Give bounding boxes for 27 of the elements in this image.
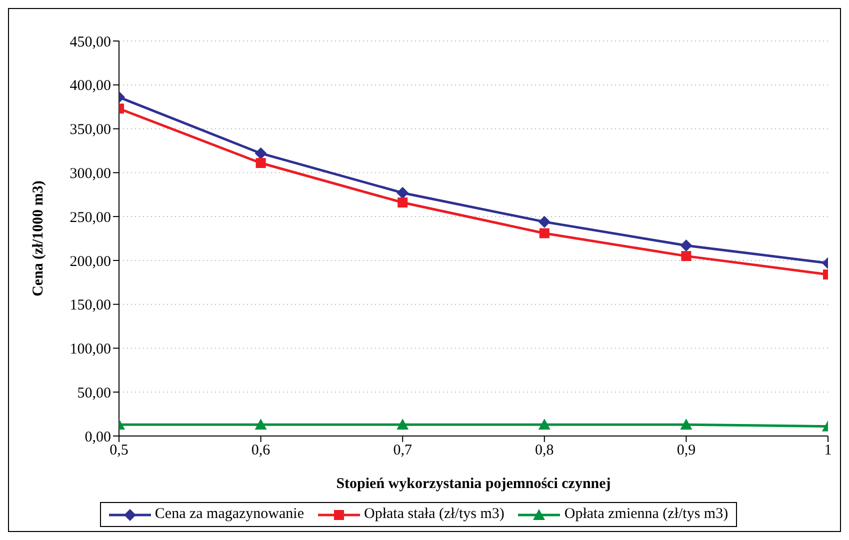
point	[538, 418, 550, 430]
y-tick-label: 150,00	[70, 298, 111, 314]
x-tick-label: 0,6	[251, 442, 271, 459]
y-tick-label: 50,00	[77, 385, 111, 402]
y-tick-label: 200,00	[70, 254, 111, 270]
y-axis-title: Cena (zł/1000 m3)	[30, 180, 46, 296]
y-tick-label: 350,00	[70, 122, 111, 138]
legend-label: Opłata zmienna (zł/tys m3)	[563, 506, 728, 523]
y-tick-label: 300,00	[70, 166, 111, 182]
x-tick-label: 0,9	[676, 442, 696, 459]
y-tick-label: 250,00	[70, 210, 111, 226]
x-tick-label: 0,7	[393, 442, 412, 459]
point	[539, 228, 550, 238]
x-tick-label: 1	[824, 442, 832, 459]
y-tick-label: 450,00	[70, 34, 111, 50]
point	[396, 186, 409, 199]
legend-label: Opłata stała (zł/tys m3)	[363, 506, 504, 523]
point	[398, 198, 408, 208]
x-tick-label: 0,5	[110, 442, 128, 459]
legend-label: Cena za magazynowanie	[154, 506, 304, 523]
point	[396, 418, 409, 430]
y-tick-label: 0,00	[84, 429, 111, 446]
y-tick-label: 100,00	[70, 342, 111, 358]
y-tick-label: 400,00	[70, 78, 111, 94]
x-tick-label: 0,8	[535, 442, 554, 459]
point	[538, 216, 550, 228]
x-axis-title: Stopień wykorzystania pojemności czynnej	[336, 476, 611, 492]
